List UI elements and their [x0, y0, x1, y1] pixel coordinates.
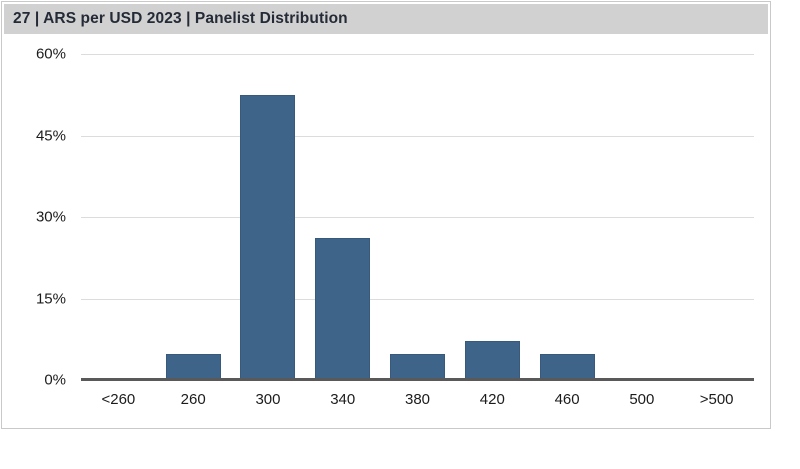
bar-slot-460 [530, 54, 605, 380]
bar-slot-380 [380, 54, 455, 380]
plot-area [81, 54, 754, 381]
bar-340 [315, 237, 371, 380]
x-tick-label-<260: <260 [101, 391, 136, 408]
gridline-45% [81, 135, 754, 137]
bar-260 [165, 353, 221, 380]
x-tick-label-380: 380 [405, 391, 431, 408]
x-tick-label-300: 300 [255, 391, 281, 408]
y-axis: 0% 15% 30% 45% 60% [2, 46, 66, 389]
chart-title: 27 | ARS per USD 2023 | Panelist Distrib… [13, 10, 348, 27]
chart-header-bar: 27 | ARS per USD 2023 | Panelist Distrib… [4, 4, 768, 34]
bar-slot-260 [156, 54, 231, 380]
x-axis-baseline [81, 378, 754, 381]
bar-slot-<260 [81, 54, 156, 380]
x-tick-label-260: 260 [180, 391, 206, 408]
gridline-30% [81, 217, 754, 218]
gridline-15% [81, 298, 754, 300]
y-tick-label-30%: 30% [35, 208, 66, 226]
x-tick-label-500: 500 [629, 391, 655, 408]
bar-420 [464, 341, 520, 380]
bar-slot-420 [455, 54, 530, 380]
bar-380 [390, 353, 446, 380]
x-tick-label-460: 460 [554, 391, 580, 408]
x-tick-label-420: 420 [479, 391, 505, 408]
y-tick-label-0%: 0% [44, 371, 66, 389]
chart-panel: 27 | ARS per USD 2023 | Panelist Distrib… [1, 1, 771, 429]
gridline-60% [81, 54, 754, 55]
y-tick-label-60%: 60% [35, 45, 66, 63]
bar-slot-340 [305, 54, 380, 380]
x-tick-label-340: 340 [330, 391, 356, 408]
bar-460 [539, 353, 595, 380]
y-tick-label-15%: 15% [35, 290, 66, 307]
y-tick-label-45%: 45% [35, 127, 66, 144]
x-tick-label->500: >500 [699, 391, 734, 408]
bars-container [81, 54, 754, 380]
bar-300 [240, 95, 296, 380]
x-axis: <260 260 300 340 380 420 460 500 >500 [81, 391, 754, 413]
bar-slot-300 [231, 54, 306, 380]
bar-slot-500 [604, 54, 679, 380]
bar-slot->500 [679, 54, 754, 380]
